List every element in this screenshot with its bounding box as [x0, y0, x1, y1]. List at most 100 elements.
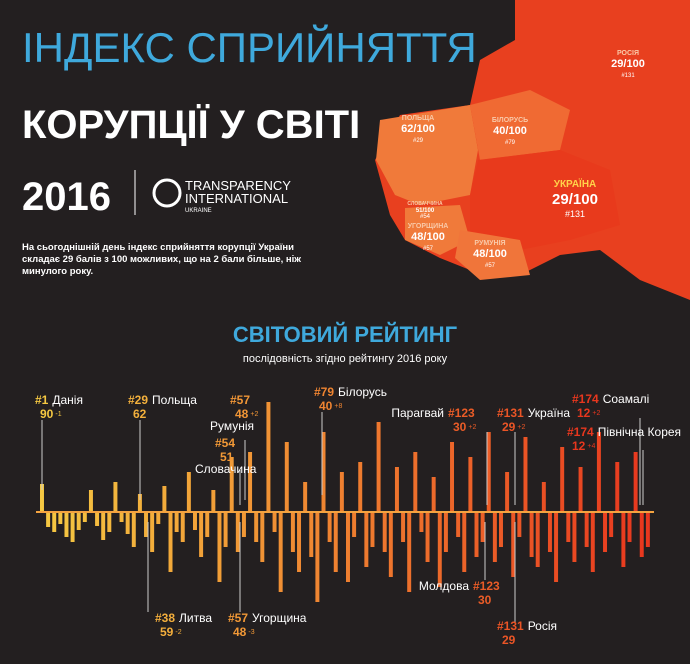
map-label-rank: #57	[485, 263, 496, 269]
bar	[278, 512, 283, 592]
map-label-rank: #131	[621, 73, 635, 79]
bar	[584, 512, 589, 547]
annotation-rank: #1	[35, 393, 49, 407]
bar	[456, 512, 461, 537]
description-line: На сьогоднішній день індекс сприйняття к…	[22, 242, 294, 253]
annotation-score: 90	[40, 407, 54, 421]
annotation-name: Угорщина	[252, 611, 307, 625]
bar	[572, 512, 577, 562]
bar	[107, 512, 112, 532]
annotation-rank: #123	[473, 579, 500, 593]
annotation-change: +2	[468, 424, 476, 431]
bar	[119, 512, 124, 522]
bar	[272, 512, 277, 532]
bar	[394, 467, 399, 512]
map-labels: РОСІЯ29/100#131ПОЛЬЩА62/100#29БІЛОРУСЬ40…	[401, 50, 645, 269]
bar	[560, 447, 565, 512]
bar	[535, 512, 540, 567]
map-label-rank: #29	[413, 138, 424, 144]
bar	[95, 512, 100, 526]
bar	[609, 512, 614, 537]
annotation-score: 12	[577, 406, 591, 420]
bar	[156, 512, 161, 524]
bar	[64, 512, 69, 537]
annotation-rank: #131	[497, 406, 524, 420]
bar	[211, 490, 216, 512]
annotation-score: 51	[220, 450, 234, 464]
map-label-rank: #54	[420, 214, 431, 220]
annotation-name: Литва	[179, 611, 212, 625]
bar	[315, 512, 320, 602]
bar	[596, 432, 601, 512]
map-label-score: 51/100	[416, 208, 435, 214]
annotation-score: 59	[160, 625, 174, 639]
annotation-score: 62	[133, 407, 147, 421]
annotation-name: Польща	[152, 393, 197, 407]
annotation-score: 12	[572, 439, 586, 453]
bar	[174, 512, 179, 532]
ukraine-shape	[470, 150, 620, 250]
map-label-score: 29/100	[611, 58, 645, 70]
bar	[388, 512, 393, 577]
map-label-score: 29/100	[552, 191, 598, 208]
bar	[162, 486, 167, 512]
map-label-rank: #131	[565, 209, 585, 219]
bar	[352, 512, 357, 537]
bar	[554, 512, 559, 582]
annotation-rank: #57	[230, 393, 250, 407]
bar	[468, 457, 473, 512]
annotation-name: Словачина	[195, 462, 257, 476]
bar	[578, 467, 583, 512]
bar	[523, 437, 528, 512]
bar	[333, 512, 338, 572]
bar	[547, 512, 552, 552]
romania-shape	[455, 230, 530, 280]
annotation-rank: #174	[572, 392, 599, 406]
annotation-change: -2	[175, 629, 181, 636]
map-label-rank: #79	[505, 140, 516, 146]
bar	[511, 512, 516, 577]
year: 2016	[22, 175, 111, 219]
bar	[241, 512, 246, 537]
annotation-change: +2	[250, 411, 258, 418]
bar	[346, 512, 350, 582]
title-line1: ІНДЕКС СПРИЙНЯТТЯ	[22, 23, 477, 71]
bar	[370, 512, 375, 547]
logo-text: INTERNATIONAL	[185, 191, 288, 206]
annotation-rank: #29	[128, 393, 148, 407]
bar	[223, 512, 228, 547]
annotation-name: Румунія	[210, 419, 254, 433]
annotation-change: +2	[592, 410, 600, 417]
annotation-change: +2	[517, 424, 525, 431]
bar	[180, 512, 185, 542]
annotation-name: Молдова	[419, 579, 469, 593]
bar	[205, 512, 210, 537]
bar	[113, 482, 118, 512]
annotation-rank: #123	[448, 406, 475, 420]
annotation-change: +4	[587, 443, 595, 450]
map-label-name: УГОРЩИНА	[408, 223, 449, 230]
title-line2: КОРУПЦІЇ У СВІТІ	[22, 103, 360, 147]
bar	[474, 512, 479, 557]
map-label-name: ПОЛЬЩА	[402, 115, 434, 122]
bar	[248, 452, 253, 512]
bar	[76, 512, 81, 530]
poland-shape	[376, 105, 478, 205]
annotation-name: Україна	[528, 406, 571, 420]
bar	[199, 512, 204, 557]
bar	[327, 512, 332, 542]
annotation-name: Білорусь	[338, 385, 387, 399]
map-label-name: БІЛОРУСЬ	[492, 117, 528, 124]
bar	[290, 512, 295, 552]
annotation-change: -3	[248, 629, 254, 636]
map-label-rank: #57	[423, 246, 434, 252]
bar	[517, 512, 522, 537]
annotation-rank: #174	[567, 425, 594, 439]
bar	[58, 512, 63, 524]
bar	[450, 442, 455, 512]
ranking-title: СВІТОВИЙ РЕЙТИНГ	[233, 322, 458, 347]
bars	[40, 402, 650, 602]
map-label-name: РОСІЯ	[617, 50, 639, 57]
map-label-score: 40/100	[493, 125, 527, 137]
bar	[505, 472, 510, 512]
